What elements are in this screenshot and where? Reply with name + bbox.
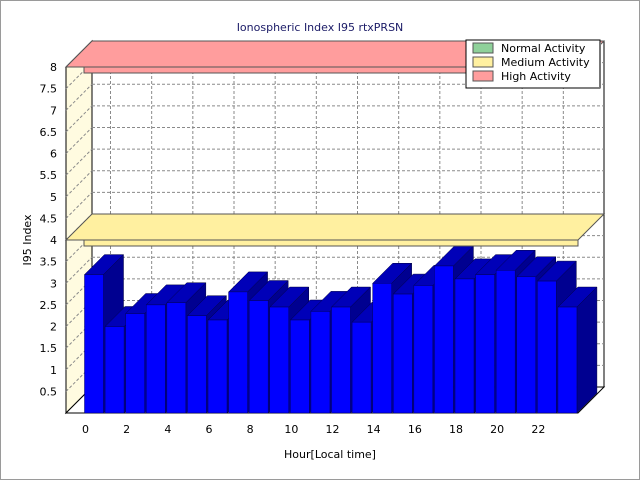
y-axis-ticks: 0.5 1 1.5 2 2.5 3 3.5 4 4.5 5 5.5 6 6.5 7 7.5 8 <box>40 61 58 398</box>
gridline-side <box>65 170 93 198</box>
y-tick-label: 3 <box>50 277 57 290</box>
x-tick-label: 8 <box>247 423 254 436</box>
x-tick-label: 20 <box>490 423 504 436</box>
gridline-side <box>65 256 93 284</box>
bar-side <box>576 286 598 414</box>
y-tick-label: 0.5 <box>40 385 58 398</box>
legend-label: Normal Activity <box>501 42 586 55</box>
bar <box>125 313 145 414</box>
y-tick-label: 6.5 <box>40 126 58 139</box>
x-tick-label: 10 <box>284 423 298 436</box>
x-axis-ticks: 0 2 4 6 8 10 12 14 16 18 20 22 <box>82 423 545 436</box>
x-tick-label: 16 <box>408 423 422 436</box>
gridline-side <box>65 148 93 176</box>
legend-label: Medium Activity <box>501 56 590 69</box>
bar <box>393 293 413 414</box>
x-tick-label: 6 <box>206 423 213 436</box>
bar <box>413 285 434 414</box>
bar <box>166 302 187 414</box>
bar <box>269 306 289 414</box>
legend-label: High Activity <box>501 70 571 83</box>
y-tick-label: 7 <box>50 104 57 117</box>
bar <box>537 280 557 414</box>
gridline-side <box>65 192 93 219</box>
y-tick-label: 3.5 <box>40 256 58 269</box>
bar <box>146 304 166 414</box>
y-tick-label: 2.5 <box>40 299 58 312</box>
bar <box>104 326 125 414</box>
bar <box>475 274 495 414</box>
gridline-side <box>65 105 93 133</box>
band-medium-front <box>83 239 579 247</box>
gridline-side <box>65 127 93 154</box>
chart-title: Ionospheric Index I95 rtxPRSN <box>237 21 404 34</box>
bar <box>372 283 392 414</box>
y-tick-label: 5.5 <box>40 169 58 182</box>
y-tick-label: 4 <box>50 234 57 247</box>
legend-swatch <box>472 56 494 68</box>
bar <box>248 300 269 414</box>
y-tick-label: 1.5 <box>40 342 58 355</box>
bar-series <box>83 245 598 414</box>
bar <box>516 276 536 414</box>
legend-swatch <box>472 42 494 54</box>
x-tick-label: 4 <box>164 423 171 436</box>
y-tick-label: 5 <box>50 191 57 204</box>
y-tick-label: 7.5 <box>40 83 58 96</box>
bar <box>310 311 331 414</box>
bar <box>290 319 310 414</box>
bar <box>84 274 104 414</box>
bar <box>351 321 372 414</box>
bar <box>187 315 207 414</box>
bar <box>207 319 228 414</box>
gridline-side <box>65 83 93 111</box>
bar <box>228 291 248 414</box>
x-tick-label: 0 <box>82 423 89 436</box>
y-tick-label: 1 <box>50 364 57 377</box>
x-tick-label: 14 <box>367 423 381 436</box>
x-axis-label: Hour[Local time] <box>284 448 376 461</box>
y-tick-label: 8 <box>50 61 57 74</box>
x-tick-label: 12 <box>326 423 340 436</box>
bar <box>454 278 475 414</box>
bar <box>557 306 578 414</box>
bar <box>495 270 516 414</box>
y-tick-label: 4.5 <box>40 212 58 225</box>
band-medium-top <box>64 213 606 241</box>
x-tick-label: 22 <box>531 423 545 436</box>
bar <box>434 265 454 414</box>
x-tick-label: 18 <box>449 423 463 436</box>
y-tick-label: 2 <box>50 321 57 334</box>
y-tick-label: 6 <box>50 148 57 161</box>
legend-swatch <box>472 70 494 82</box>
bar <box>331 306 351 414</box>
y-axis-label: I95 Index <box>21 214 34 266</box>
x-tick-label: 2 <box>123 423 130 436</box>
